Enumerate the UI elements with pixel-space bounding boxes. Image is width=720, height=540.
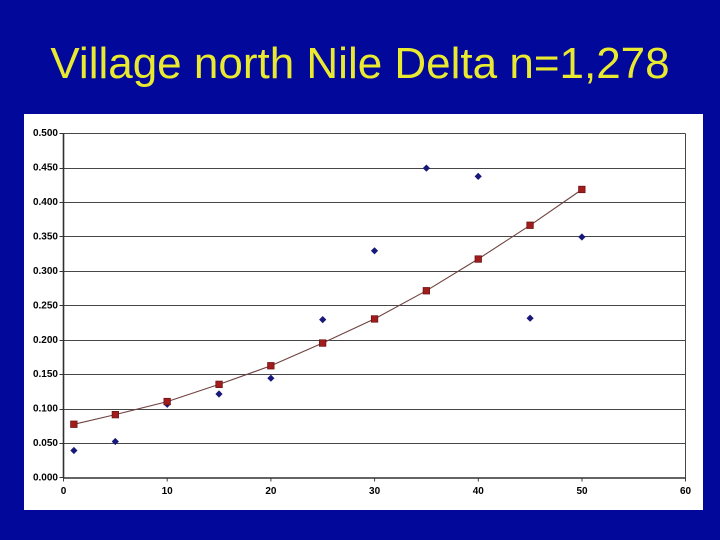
- svg-text:10: 10: [162, 486, 174, 497]
- svg-text:0.400: 0.400: [33, 197, 58, 208]
- svg-text:50: 50: [576, 486, 588, 497]
- svg-text:0.200: 0.200: [33, 335, 58, 346]
- svg-text:40: 40: [473, 486, 485, 497]
- svg-text:60: 60: [680, 486, 692, 497]
- svg-text:0.250: 0.250: [33, 300, 58, 311]
- svg-text:0.500: 0.500: [33, 128, 58, 139]
- svg-text:0.450: 0.450: [33, 163, 58, 174]
- svg-text:0.000: 0.000: [33, 473, 58, 484]
- svg-text:20: 20: [265, 486, 277, 497]
- svg-text:0.350: 0.350: [33, 231, 58, 242]
- svg-text:0.050: 0.050: [33, 438, 58, 449]
- svg-text:30: 30: [369, 486, 381, 497]
- svg-text:0.150: 0.150: [33, 369, 58, 380]
- svg-text:0: 0: [61, 486, 67, 497]
- svg-text:0.100: 0.100: [33, 404, 58, 415]
- svg-text:0.300: 0.300: [33, 266, 58, 277]
